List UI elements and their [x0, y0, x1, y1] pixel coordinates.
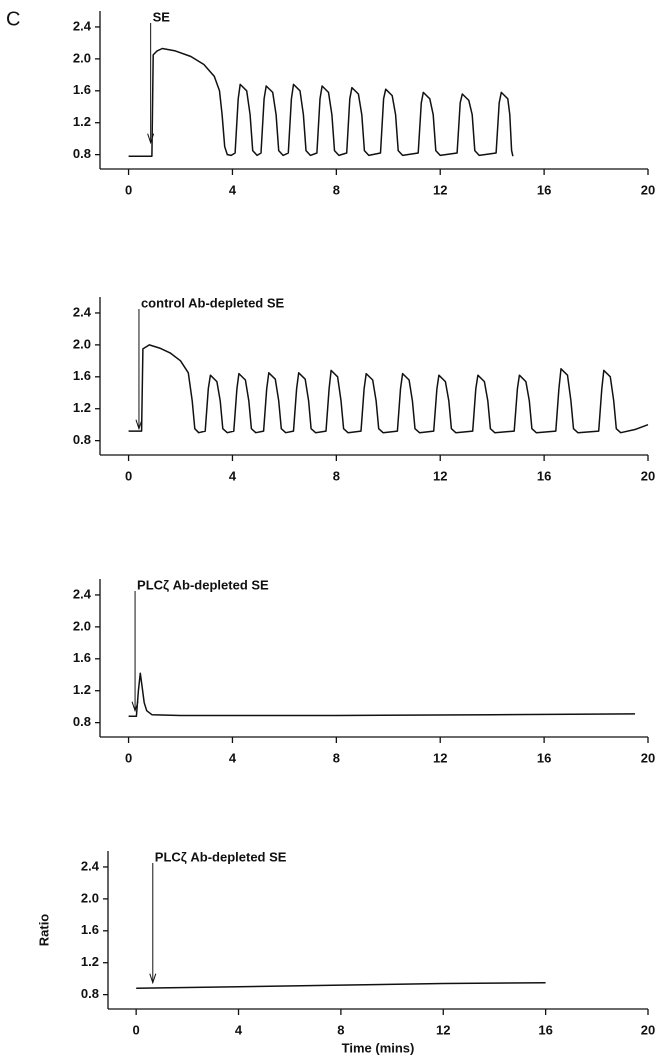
y-tick-label: 1.2: [73, 400, 91, 415]
x-tick-label: 12: [433, 468, 447, 483]
x-tick-label: 0: [125, 468, 132, 483]
x-tick-label: 16: [537, 468, 551, 483]
x-tick-label: 0: [125, 750, 132, 765]
trace: [128, 672, 636, 718]
y-tick-label: 1.6: [73, 82, 91, 97]
y-tick-label: 1.2: [73, 114, 91, 129]
y-axis-label: Ratio: [36, 914, 51, 947]
y-tick-label: 2.0: [73, 50, 91, 65]
y-tick-label: 0.8: [73, 714, 91, 729]
x-tick-label: 20: [641, 1022, 655, 1037]
y-tick-label: 1.6: [73, 650, 91, 665]
x-tick-label: 4: [229, 750, 237, 765]
panel-label: C: [6, 8, 20, 30]
x-tick-label: 16: [537, 750, 551, 765]
y-tick-label: 2.4: [73, 586, 92, 601]
y-tick-label: 1.2: [81, 954, 99, 969]
x-tick-label: 12: [436, 1022, 450, 1037]
x-tick-label: 0: [125, 182, 132, 197]
trace: [136, 981, 546, 990]
y-tick-label: 2.0: [73, 618, 91, 633]
x-tick-label: 16: [537, 182, 551, 197]
x-tick-label: 20: [641, 468, 655, 483]
trace: [128, 344, 649, 434]
x-tick-label: 12: [433, 182, 447, 197]
x-tick-label: 8: [337, 1022, 344, 1037]
annotation: control Ab-depleted SE: [141, 295, 285, 310]
y-tick-label: 2.4: [73, 18, 92, 33]
y-tick-label: 2.4: [81, 858, 100, 873]
x-tick-label: 20: [641, 182, 655, 197]
x-tick-label: 4: [235, 1022, 243, 1037]
arrow-head: [131, 701, 139, 713]
arrow-head: [147, 133, 155, 145]
x-tick-label: 8: [333, 468, 340, 483]
x-tick-label: 20: [641, 750, 655, 765]
x-tick-label: 8: [333, 750, 340, 765]
x-tick-label: 0: [133, 1022, 140, 1037]
y-tick-label: 2.4: [73, 304, 92, 319]
annotation: PLCζ Ab-depleted SE: [137, 577, 269, 592]
y-tick-label: 1.6: [73, 368, 91, 383]
y-tick-label: 0.8: [81, 986, 99, 1001]
y-tick-label: 0.8: [73, 432, 91, 447]
x-tick-label: 12: [433, 750, 447, 765]
annotation: SE: [153, 9, 171, 24]
x-tick-label: 8: [333, 182, 340, 197]
arrow-head: [149, 973, 157, 985]
y-tick-label: 2.0: [81, 890, 99, 905]
x-tick-label: 4: [229, 182, 237, 197]
x-tick-label: 16: [538, 1022, 552, 1037]
x-axis-label: Time (mins): [342, 1040, 415, 1055]
arrow-head: [135, 419, 143, 431]
y-tick-label: 0.8: [73, 146, 91, 161]
y-tick-label: 2.0: [73, 336, 91, 351]
annotation: PLCζ Ab-depleted SE: [155, 849, 287, 864]
trace: [128, 47, 514, 157]
x-tick-label: 4: [229, 468, 237, 483]
y-tick-label: 1.2: [73, 682, 91, 697]
y-tick-label: 1.6: [81, 922, 99, 937]
